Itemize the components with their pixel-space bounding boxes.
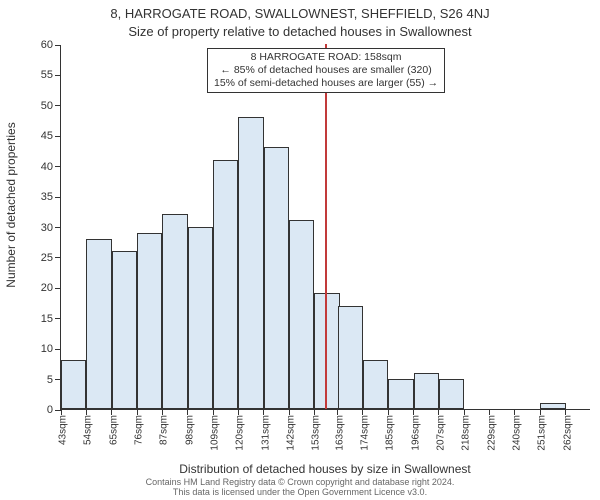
x-tick-label: 207sqm	[436, 415, 447, 451]
x-tick-label: 153sqm	[311, 415, 322, 451]
x-tick-label: 43sqm	[58, 415, 69, 445]
x-tick-label: 120sqm	[235, 415, 246, 451]
property-marker-line	[325, 44, 327, 409]
x-tick-label: 229sqm	[486, 415, 497, 451]
histogram-bar	[414, 373, 439, 410]
y-tick	[55, 45, 61, 46]
histogram-bar	[388, 379, 413, 409]
histogram-bar	[188, 227, 213, 410]
histogram-bar	[338, 306, 363, 409]
y-tick-label: 50	[41, 100, 53, 112]
y-tick	[55, 197, 61, 198]
histogram-plot: 05101520253035404550556043sqm54sqm65sqm7…	[60, 45, 590, 410]
y-tick	[55, 166, 61, 167]
histogram-bar	[289, 220, 314, 409]
x-tick-label: 251sqm	[537, 415, 548, 451]
y-tick	[55, 318, 61, 319]
y-tick-label: 35	[41, 191, 53, 203]
histogram-bar	[112, 251, 137, 409]
x-tick-label: 54sqm	[83, 415, 94, 445]
histogram-bar	[238, 117, 263, 409]
y-tick	[55, 136, 61, 137]
y-tick-label: 55	[41, 69, 53, 81]
x-tick-label: 185sqm	[385, 415, 396, 451]
x-tick-label: 98sqm	[184, 415, 195, 445]
x-tick-label: 174sqm	[360, 415, 371, 451]
y-tick-label: 15	[41, 313, 53, 325]
y-tick	[55, 288, 61, 289]
chart-subtitle: Size of property relative to detached ho…	[0, 24, 600, 39]
x-tick-label: 218sqm	[461, 415, 472, 451]
x-tick-label: 65sqm	[108, 415, 119, 445]
annotation-line-1: 8 HARROGATE ROAD: 158sqm	[214, 51, 438, 64]
histogram-bar	[61, 360, 86, 409]
y-tick-label: 0	[47, 404, 53, 416]
y-axis-label: Number of detached properties	[4, 0, 18, 410]
y-tick	[55, 349, 61, 350]
x-tick-label: 240sqm	[512, 415, 523, 451]
x-tick-label: 109sqm	[210, 415, 221, 451]
histogram-bar	[363, 360, 388, 409]
y-tick-label: 10	[41, 343, 53, 355]
y-tick	[55, 257, 61, 258]
histogram-bar	[162, 214, 187, 409]
x-tick-label: 262sqm	[562, 415, 573, 451]
x-tick-label: 87sqm	[159, 415, 170, 445]
x-tick-label: 76sqm	[134, 415, 145, 445]
y-tick-label: 45	[41, 130, 53, 142]
y-tick-label: 20	[41, 282, 53, 294]
histogram-bar	[540, 403, 565, 409]
y-tick-label: 30	[41, 222, 53, 234]
histogram-bar	[439, 379, 464, 409]
histogram-bar	[264, 147, 289, 409]
y-tick-label: 60	[41, 39, 53, 51]
y-tick	[55, 227, 61, 228]
y-tick-label: 40	[41, 161, 53, 173]
histogram-bar	[213, 160, 238, 409]
chart-address-title: 8, HARROGATE ROAD, SWALLOWNEST, SHEFFIEL…	[0, 6, 600, 21]
footer-attribution: Contains HM Land Registry data © Crown c…	[0, 478, 600, 498]
x-tick-label: 196sqm	[410, 415, 421, 451]
y-tick-label: 5	[47, 374, 53, 386]
y-tick	[55, 75, 61, 76]
annotation-line-2: ← 85% of detached houses are smaller (32…	[214, 64, 438, 77]
x-tick-label: 163sqm	[334, 415, 345, 451]
y-tick	[55, 105, 61, 106]
x-tick-label: 142sqm	[286, 415, 297, 451]
x-tick-label: 131sqm	[260, 415, 271, 451]
footer-line-2: This data is licensed under the Open Gov…	[0, 488, 600, 498]
histogram-bar	[86, 239, 111, 409]
annotation-box: 8 HARROGATE ROAD: 158sqm← 85% of detache…	[207, 48, 445, 93]
histogram-bar	[314, 293, 339, 409]
histogram-bar	[137, 233, 162, 409]
y-tick-label: 25	[41, 252, 53, 264]
x-axis-label: Distribution of detached houses by size …	[60, 462, 590, 476]
annotation-line-3: 15% of semi-detached houses are larger (…	[214, 77, 438, 90]
